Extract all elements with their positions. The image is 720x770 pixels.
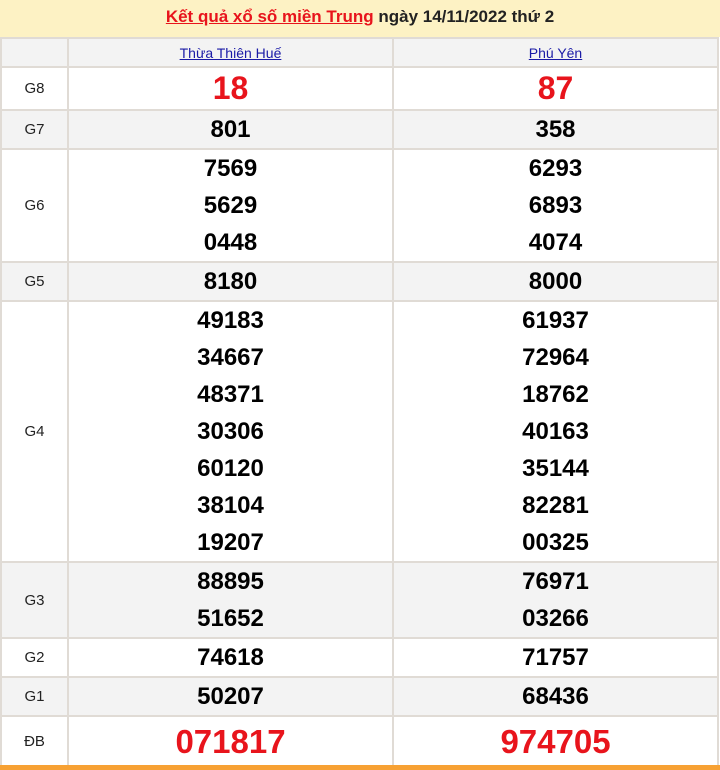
prize-number: 87 [537,70,574,106]
region-results-link[interactable]: Kết quả xổ số miền Trung [165,7,374,26]
prize-cell: 8000 [392,261,719,302]
province-link-thua-thien-hue[interactable]: Thừa Thiên Huế [179,44,282,61]
prize-cell: 6293 6893 4074 [392,148,719,263]
prize-number: 76971 [522,568,589,595]
prize-number: 4074 [528,229,583,256]
prize-number: 60120 [197,455,264,482]
prize-number: 49183 [197,307,264,334]
prize-number: 38104 [197,492,264,519]
prize-cell: 801 [67,109,394,150]
prize-number: 18 [212,70,249,106]
prize-number: 18762 [522,381,589,408]
prize-cell: 7569 5629 0448 [67,148,394,263]
prize-number: 72964 [522,344,589,371]
results-table: Thừa Thiên Huế Phú Yên G8 18 87 G7 801 358 G6 7… [0,37,719,768]
prize-number: 5629 [203,192,258,219]
prize-number: 82281 [522,492,589,519]
prize-number: 30306 [197,418,264,445]
empty-header-cell [0,37,69,68]
prize-label: G2 [0,637,69,678]
province-link-phu-yen[interactable]: Phú Yên [528,44,583,61]
prize-label: G8 [0,66,69,111]
date-text: ngày 14/11/2022 thứ 2 [373,7,555,26]
prize-cell: 49183 34667 48371 30306 60120 38104 19207 [67,300,394,563]
prize-cell: 8180 [67,261,394,302]
prize-label: G4 [0,300,69,563]
prize-number: 801 [210,116,251,143]
prize-row-g8: G8 18 87 [0,66,719,111]
prize-cell: 76971 03266 [392,561,719,639]
province-header-row: Thừa Thiên Huế Phú Yên [0,37,719,68]
prize-row-g6: G6 7569 5629 0448 6293 6893 4074 [0,148,719,263]
prize-cell: 071817 [67,715,394,768]
prize-number: 7569 [203,155,258,182]
prize-cell: 18 [67,66,394,111]
prize-number: 88895 [197,568,264,595]
prize-label: G6 [0,148,69,263]
prize-cell: 61937 72964 18762 40163 35144 82281 00325 [392,300,719,563]
prize-number: 8180 [203,268,258,295]
prize-number: 35144 [522,455,589,482]
prize-number: 6893 [528,192,583,219]
prize-number: 68436 [522,683,589,710]
prize-label: G3 [0,561,69,639]
prize-row-g5: G5 8180 8000 [0,261,719,302]
prize-number: 34667 [197,344,264,371]
prize-row-đb: ĐB 071817 974705 [0,715,719,768]
prize-label: G1 [0,676,69,717]
results-title: Kết quả xổ số miền Trung ngày 14/11/2022… [0,0,720,37]
prize-label: G5 [0,261,69,302]
prize-number: 358 [535,116,576,143]
prize-number: 071817 [175,723,286,760]
prize-cell: 974705 [392,715,719,768]
prize-number: 03266 [522,605,589,632]
prize-row-g1: G1 50207 68436 [0,676,719,717]
prize-number: 8000 [528,268,583,295]
prize-row-g3: G3 88895 51652 76971 03266 [0,561,719,639]
prize-number: 19207 [197,529,264,556]
prize-row-g7: G7 801 358 [0,109,719,150]
prize-cell: 71757 [392,637,719,678]
prize-number: 00325 [522,529,589,556]
prize-number: 974705 [500,723,611,760]
prize-cell: 358 [392,109,719,150]
prize-label: ĐB [0,715,69,768]
prize-number: 61937 [522,307,589,334]
prize-number: 71757 [522,644,589,671]
prize-number: 74618 [197,644,264,671]
prize-cell: 74618 [67,637,394,678]
prize-cell: 68436 [392,676,719,717]
prize-number: 6293 [528,155,583,182]
prize-cell: 87 [392,66,719,111]
prize-cell: 50207 [67,676,394,717]
prize-row-g2: G2 74618 71757 [0,637,719,678]
prize-label: G7 [0,109,69,150]
prize-number: 48371 [197,381,264,408]
prize-number: 40163 [522,418,589,445]
prize-number: 51652 [197,605,264,632]
prize-cell: 88895 51652 [67,561,394,639]
prize-number: 50207 [197,683,264,710]
prize-row-g4: G4 49183 34667 48371 30306 60120 38104 19207 619… [0,300,719,563]
prize-number: 0448 [203,229,258,256]
footer-bar [0,765,720,770]
